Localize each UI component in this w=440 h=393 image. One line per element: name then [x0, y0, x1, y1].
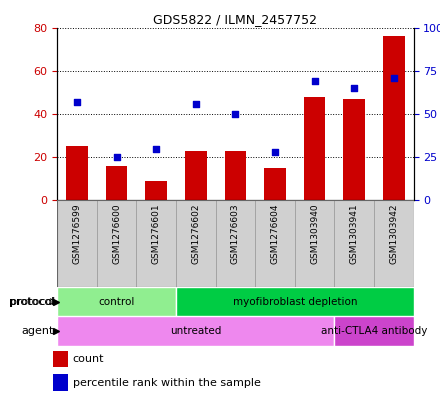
Text: anti-CTLA4 antibody: anti-CTLA4 antibody	[321, 326, 427, 336]
Point	[271, 149, 279, 155]
Bar	[145, 181, 167, 200]
Bar	[255, 200, 295, 287]
Bar	[304, 97, 326, 200]
Bar	[334, 200, 374, 287]
Text: GSM1276600: GSM1276600	[112, 203, 121, 264]
Bar	[53, 374, 68, 391]
Text: count: count	[73, 354, 104, 364]
Bar	[264, 168, 286, 200]
Text: GSM1276602: GSM1276602	[191, 203, 200, 264]
Text: control: control	[99, 297, 135, 307]
Point	[192, 101, 199, 107]
Bar	[383, 36, 405, 200]
Text: agent: agent	[22, 326, 54, 336]
Bar	[374, 200, 414, 287]
Bar	[295, 200, 334, 287]
Text: protocol: protocol	[9, 297, 54, 307]
Text: untreated: untreated	[170, 326, 221, 336]
Text: GSM1276599: GSM1276599	[73, 203, 81, 264]
Text: protocol: protocol	[10, 297, 55, 307]
Bar	[216, 200, 255, 287]
Point	[311, 78, 318, 84]
Bar	[185, 151, 207, 200]
Bar	[66, 146, 88, 200]
Point	[351, 85, 358, 91]
Point	[153, 145, 160, 152]
Bar	[343, 99, 365, 200]
Bar	[57, 200, 97, 287]
Text: GSM1276603: GSM1276603	[231, 203, 240, 264]
Bar	[57, 316, 334, 346]
Point	[390, 75, 397, 81]
Point	[232, 111, 239, 117]
Bar	[334, 316, 414, 346]
Point	[113, 154, 120, 160]
Bar	[176, 287, 414, 316]
Text: GSM1303942: GSM1303942	[389, 203, 398, 264]
Bar	[106, 166, 128, 200]
Bar	[224, 151, 246, 200]
Bar	[57, 287, 176, 316]
Text: GSM1303940: GSM1303940	[310, 203, 319, 264]
Bar	[176, 200, 216, 287]
Text: GSM1276604: GSM1276604	[271, 203, 279, 264]
Text: percentile rank within the sample: percentile rank within the sample	[73, 378, 260, 387]
Text: GSM1303941: GSM1303941	[350, 203, 359, 264]
Bar	[97, 200, 136, 287]
Bar	[53, 351, 68, 367]
Title: GDS5822 / ILMN_2457752: GDS5822 / ILMN_2457752	[154, 13, 317, 26]
Point	[73, 99, 81, 105]
Bar	[136, 200, 176, 287]
Text: myofibroblast depletion: myofibroblast depletion	[233, 297, 357, 307]
Text: GSM1276601: GSM1276601	[152, 203, 161, 264]
